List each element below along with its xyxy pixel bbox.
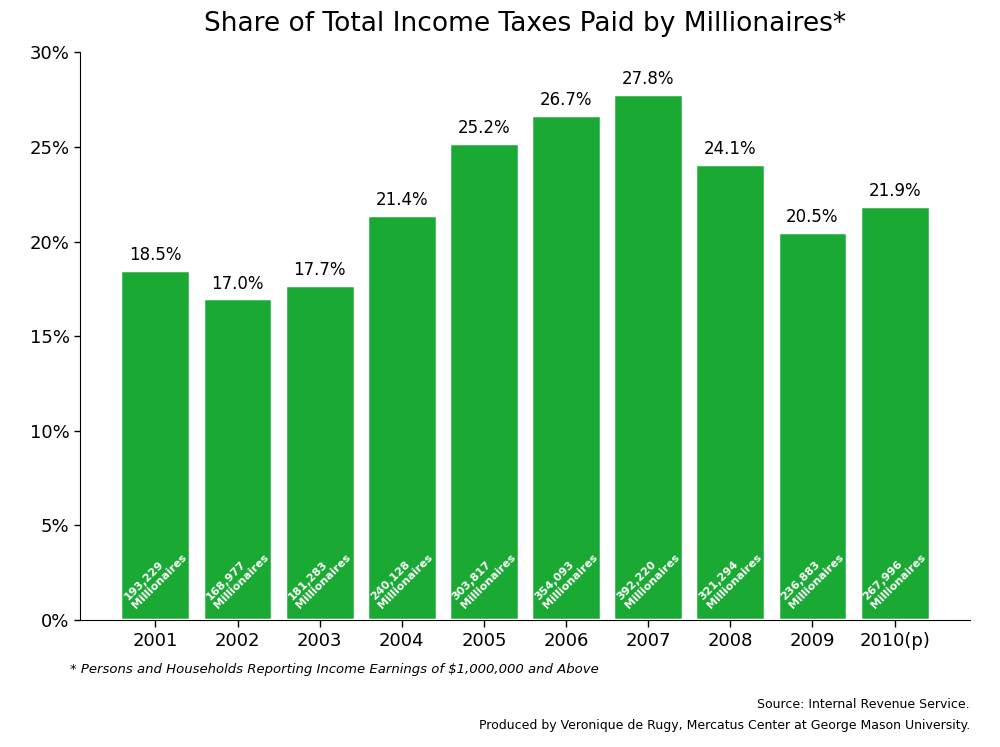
- Text: 17.7%: 17.7%: [293, 261, 346, 279]
- Text: 354,093
Millionaires: 354,093 Millionaires: [533, 544, 599, 610]
- Bar: [285, 285, 355, 620]
- Text: 240,128
Millionaires: 240,128 Millionaires: [369, 544, 435, 610]
- Bar: [778, 232, 847, 620]
- Bar: [203, 298, 272, 620]
- Bar: [120, 270, 190, 620]
- Bar: [695, 164, 765, 620]
- Text: 236,883
Millionaires: 236,883 Millionaires: [779, 544, 846, 610]
- Bar: [531, 115, 601, 620]
- Text: 181,283
Millionaires: 181,283 Millionaires: [286, 544, 353, 610]
- Bar: [613, 94, 683, 620]
- Text: 20.5%: 20.5%: [786, 208, 839, 226]
- Text: * Persons and Households Reporting Income Earnings of $1,000,000 and Above: * Persons and Households Reporting Incom…: [70, 663, 599, 676]
- Text: 27.8%: 27.8%: [622, 70, 674, 88]
- Text: 26.7%: 26.7%: [540, 91, 592, 109]
- Text: 168,977
Millionaires: 168,977 Millionaires: [204, 544, 271, 610]
- Text: 193,229
Millionaires: 193,229 Millionaires: [122, 544, 189, 610]
- Text: 25.2%: 25.2%: [458, 120, 510, 137]
- Text: 321,294
Millionaires: 321,294 Millionaires: [697, 544, 764, 610]
- Text: 24.1%: 24.1%: [704, 140, 757, 158]
- Text: 303,817
Millionaires: 303,817 Millionaires: [451, 544, 517, 610]
- Text: Produced by Veronique de Rugy, Mercatus Center at George Mason University.: Produced by Veronique de Rugy, Mercatus …: [479, 719, 970, 732]
- Text: 267,996
Millionaires: 267,996 Millionaires: [861, 544, 928, 610]
- Text: 392,220
Millionaires: 392,220 Millionaires: [615, 544, 681, 610]
- Text: 21.9%: 21.9%: [868, 182, 921, 200]
- Title: Share of Total Income Taxes Paid by Millionaires*: Share of Total Income Taxes Paid by Mill…: [204, 11, 846, 37]
- Text: 18.5%: 18.5%: [129, 247, 182, 264]
- Text: Source: Internal Revenue Service.: Source: Internal Revenue Service.: [757, 698, 970, 711]
- Bar: [367, 215, 437, 620]
- Bar: [449, 143, 519, 620]
- Text: 21.4%: 21.4%: [375, 191, 428, 209]
- Text: 17.0%: 17.0%: [211, 275, 264, 293]
- Bar: [860, 205, 930, 620]
